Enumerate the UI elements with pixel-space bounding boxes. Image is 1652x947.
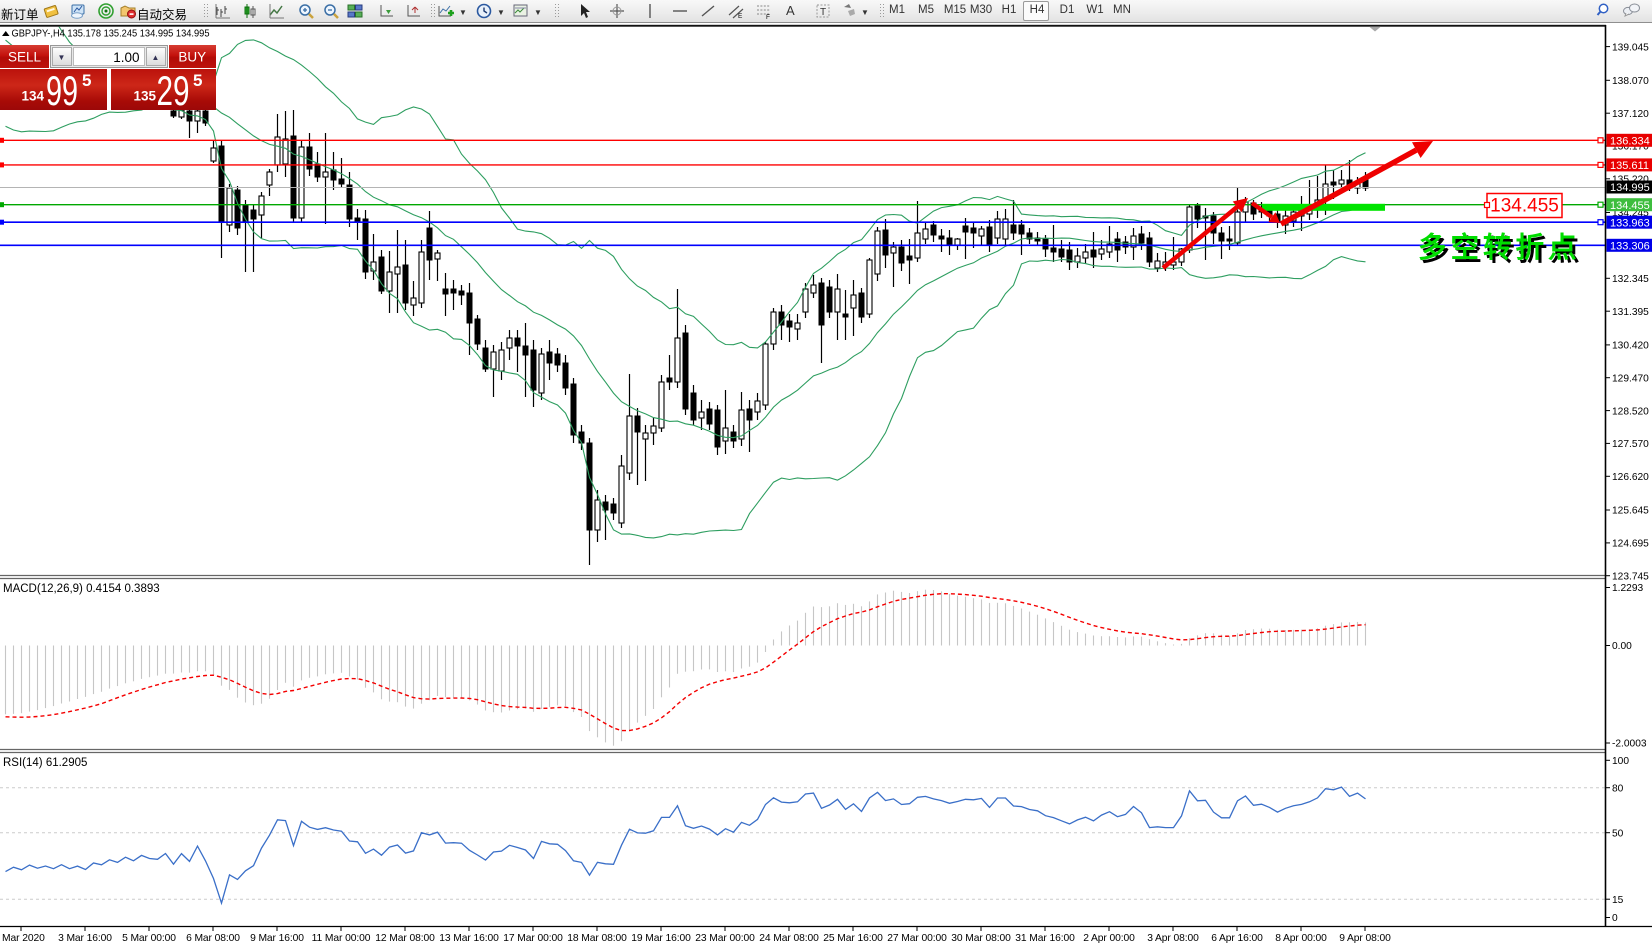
svg-text:9 Apr 08:00: 9 Apr 08:00 — [1339, 933, 1391, 944]
svg-text:多空转折点: 多空转折点 — [1421, 234, 1584, 267]
svg-text:0: 0 — [1612, 913, 1618, 924]
svg-text:6 Apr 16:00: 6 Apr 16:00 — [1211, 933, 1263, 944]
svg-text:15: 15 — [1612, 895, 1624, 906]
svg-text:134.455: 134.455 — [1490, 196, 1559, 217]
svg-text:8 Apr 00:00: 8 Apr 00:00 — [1275, 933, 1327, 944]
svg-text:138.070: 138.070 — [1612, 76, 1649, 87]
svg-text:30 Mar 08:00: 30 Mar 08:00 — [951, 933, 1011, 944]
svg-text:Mar 2020: Mar 2020 — [2, 933, 45, 944]
svg-text:27 Mar 00:00: 27 Mar 00:00 — [887, 933, 947, 944]
svg-text:多空转折点: 多空转折点 — [1418, 231, 1581, 264]
svg-text:99: 99 — [46, 69, 78, 111]
svg-text:5: 5 — [82, 71, 91, 90]
svg-text:132.345: 132.345 — [1612, 274, 1649, 285]
svg-text:135: 135 — [133, 88, 156, 103]
svg-text:1.2293: 1.2293 — [1612, 583, 1643, 594]
svg-text:GBPJPY-,H4 135.178 135.245 13: GBPJPY-,H4 135.178 135.245 134.995 134.9… — [12, 29, 210, 40]
svg-text:T: T — [820, 7, 826, 18]
svg-text:F: F — [766, 14, 770, 20]
svg-text:134: 134 — [22, 88, 45, 103]
svg-text:130.420: 130.420 — [1612, 341, 1649, 352]
svg-text:RSI(14) 61.2905: RSI(14) 61.2905 — [3, 757, 87, 769]
svg-text:19 Mar 16:00: 19 Mar 16:00 — [631, 933, 691, 944]
svg-text:80: 80 — [1612, 783, 1624, 794]
svg-text:6 Mar 08:00: 6 Mar 08:00 — [186, 933, 240, 944]
svg-text:3 Mar 16:00: 3 Mar 16:00 — [58, 933, 112, 944]
svg-text:25 Mar 16:00: 25 Mar 16:00 — [823, 933, 883, 944]
svg-text:18 Mar 08:00: 18 Mar 08:00 — [567, 933, 627, 944]
svg-text:127.570: 127.570 — [1612, 439, 1649, 450]
svg-text:17 Mar 00:00: 17 Mar 00:00 — [503, 933, 563, 944]
svg-text:125.645: 125.645 — [1612, 506, 1649, 517]
svg-text:13 Mar 16:00: 13 Mar 16:00 — [439, 933, 499, 944]
svg-text:100: 100 — [1612, 756, 1629, 767]
svg-text:24 Mar 08:00: 24 Mar 08:00 — [759, 933, 819, 944]
svg-text:134.245: 134.245 — [1612, 208, 1649, 219]
svg-text:2 Apr 00:00: 2 Apr 00:00 — [1083, 933, 1135, 944]
svg-text:-2.0003: -2.0003 — [1612, 739, 1647, 750]
svg-text:128.520: 128.520 — [1612, 406, 1649, 417]
svg-text:23 Mar 00:00: 23 Mar 00:00 — [695, 933, 755, 944]
svg-text:133.963: 133.963 — [1610, 217, 1650, 229]
svg-text:131.395: 131.395 — [1612, 307, 1649, 318]
svg-text:3 Apr 08:00: 3 Apr 08:00 — [1147, 933, 1199, 944]
svg-text:12 Mar 08:00: 12 Mar 08:00 — [375, 933, 435, 944]
svg-text:135.220: 135.220 — [1612, 175, 1649, 186]
svg-text:129.470: 129.470 — [1612, 373, 1649, 384]
svg-text:126.620: 126.620 — [1612, 472, 1649, 483]
svg-text:MACD(12,26,9) 0.4154 0.3893: MACD(12,26,9) 0.4154 0.3893 — [3, 583, 160, 595]
svg-text:29: 29 — [156, 69, 189, 111]
svg-text:50: 50 — [1612, 828, 1624, 839]
svg-text:133.306: 133.306 — [1610, 241, 1650, 253]
svg-text:136.170: 136.170 — [1612, 142, 1649, 153]
svg-text:136.334: 136.334 — [1610, 136, 1650, 148]
svg-text:9 Mar 16:00: 9 Mar 16:00 — [250, 933, 304, 944]
svg-text:139.045: 139.045 — [1612, 42, 1649, 53]
svg-text:31 Mar 16:00: 31 Mar 16:00 — [1015, 933, 1075, 944]
svg-text:134.995: 134.995 — [1610, 182, 1650, 194]
svg-text:5 Mar 00:00: 5 Mar 00:00 — [122, 933, 176, 944]
svg-text:137.120: 137.120 — [1612, 109, 1649, 120]
svg-text:123.745: 123.745 — [1612, 571, 1649, 582]
svg-text:11 Mar 00:00: 11 Mar 00:00 — [312, 933, 371, 944]
svg-text:124.695: 124.695 — [1612, 539, 1649, 550]
svg-text:134.455: 134.455 — [1610, 200, 1650, 212]
svg-text:5: 5 — [193, 71, 202, 90]
svg-text:135.611: 135.611 — [1610, 160, 1649, 172]
svg-text:E: E — [738, 13, 743, 20]
svg-text:0.00: 0.00 — [1612, 641, 1632, 652]
